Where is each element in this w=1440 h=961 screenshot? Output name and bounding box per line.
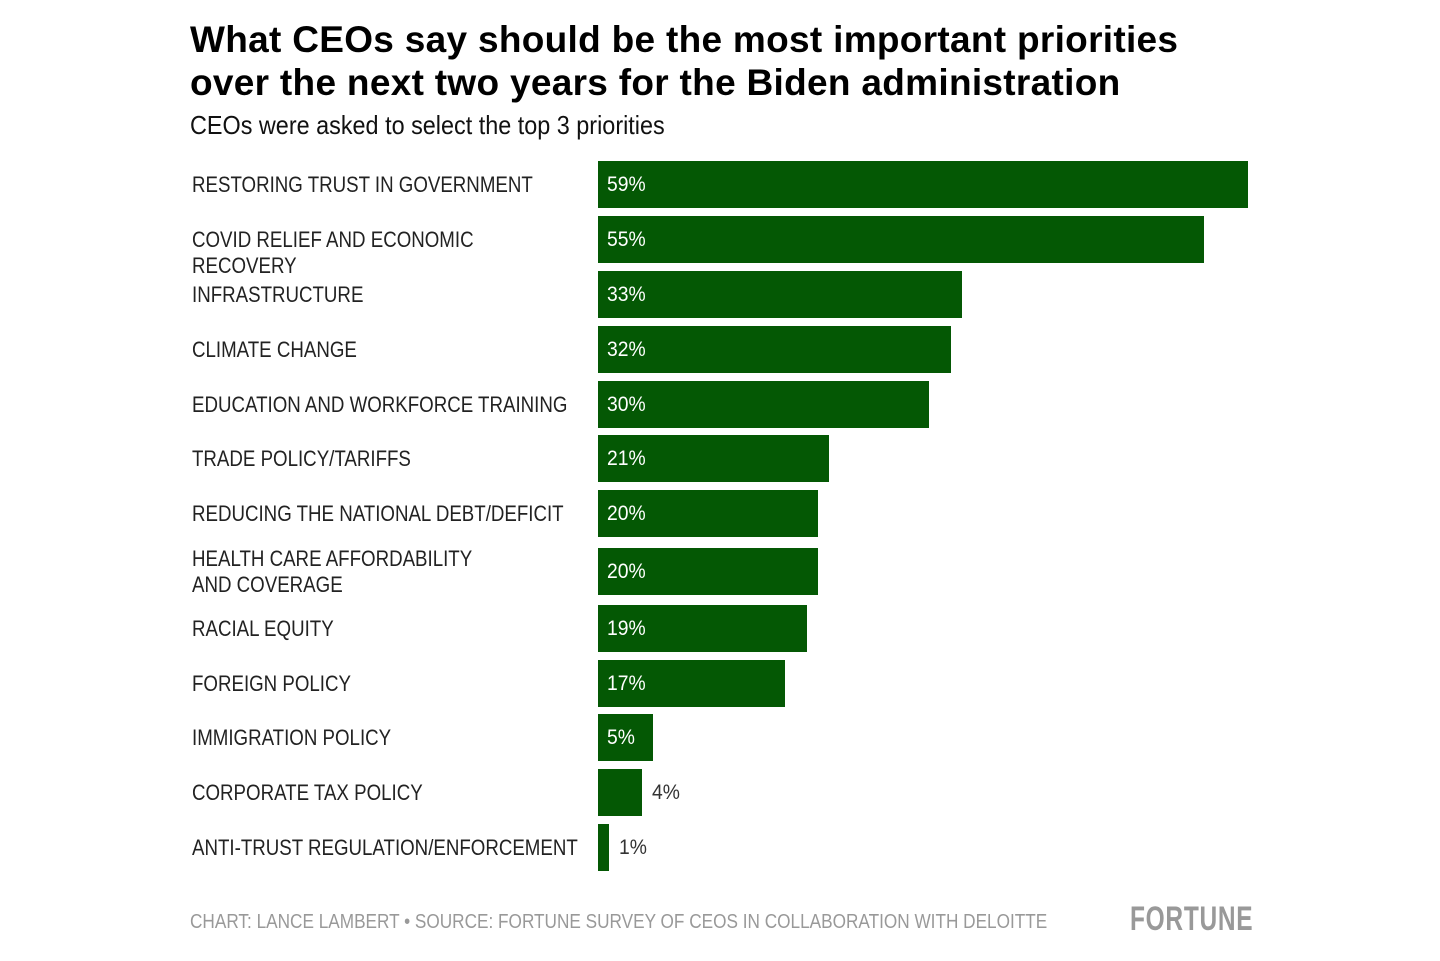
value-label: 20% (607, 502, 646, 525)
category-label: TRADE POLICY/TARIFFS (192, 446, 411, 471)
value-label: 20% (607, 560, 646, 583)
category-label: CLIMATE CHANGE (192, 337, 357, 362)
bar (598, 216, 1204, 263)
category-label: CORPORATE TAX POLICY (192, 780, 423, 805)
bar (598, 490, 819, 537)
bar (598, 326, 951, 373)
bar (598, 161, 1248, 208)
category-label: FOREIGN POLICY (192, 671, 351, 696)
bar (598, 824, 610, 871)
value-label: 30% (607, 393, 646, 416)
value-label: 32% (607, 338, 646, 361)
value-label: 21% (607, 447, 646, 470)
category-label: ANTI-TRUST REGULATION/ENFORCEMENT (192, 835, 578, 860)
value-label: 5% (607, 726, 635, 749)
category-label: EDUCATION AND WORKFORCE TRAINING (192, 392, 568, 417)
bar (598, 548, 819, 595)
category-label: RESTORING TRUST IN GOVERNMENT (192, 172, 533, 197)
title-line-1: What CEOs say should be the most importa… (190, 19, 1179, 60)
category-label: HEALTH CARE AFFORDABILITY AND COVERAGE (192, 546, 472, 597)
bar (598, 605, 808, 652)
category-label: IMMIGRATION POLICY (192, 725, 392, 750)
category-label: RACIAL EQUITY (192, 616, 334, 641)
title-line-2: over the next two years for the Biden ad… (190, 62, 1121, 103)
bar (598, 769, 643, 816)
bar (598, 271, 962, 318)
value-label: 59% (607, 173, 646, 196)
value-label: 55% (607, 228, 646, 251)
fortune-logo: FORTUNE (1130, 900, 1254, 938)
value-label: 1% (619, 836, 647, 859)
value-label: 17% (607, 672, 646, 695)
category-label: REDUCING THE NATIONAL DEBT/DEFICIT (192, 501, 564, 526)
value-label: 4% (652, 781, 680, 804)
source-credit: CHART: LANCE LAMBERT • SOURCE: FORTUNE S… (190, 911, 1048, 933)
bar (598, 435, 830, 482)
value-label: 33% (607, 283, 646, 306)
chart-title: What CEOs say should be the most importa… (190, 18, 1178, 104)
chart-subtitle: CEOs were asked to select the top 3 prio… (190, 110, 665, 140)
category-label: INFRASTRUCTURE (192, 282, 364, 307)
bar (598, 660, 786, 707)
bar (598, 714, 654, 761)
bar (598, 381, 929, 428)
category-label: COVID RELIEF AND ECONOMIC RECOVERY (192, 227, 474, 278)
value-label: 19% (607, 617, 646, 640)
